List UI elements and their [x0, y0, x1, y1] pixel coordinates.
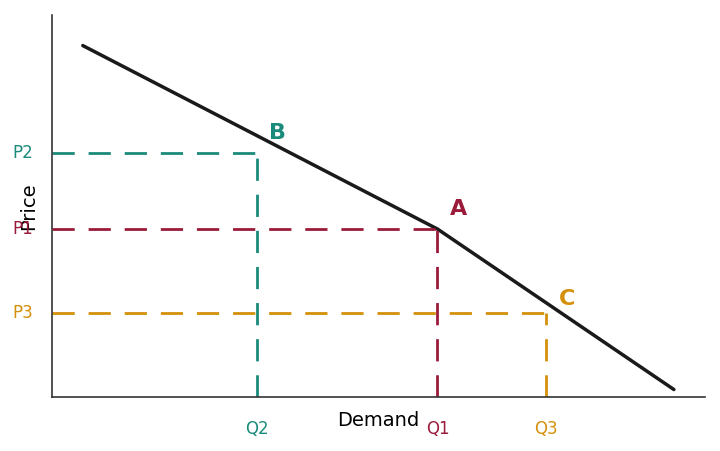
Y-axis label: Price: Price [19, 182, 38, 230]
Text: B: B [269, 123, 287, 143]
Text: P2: P2 [12, 143, 33, 161]
X-axis label: Demand: Demand [337, 411, 420, 430]
Text: P3: P3 [12, 304, 33, 322]
Text: P1: P1 [12, 220, 33, 238]
Text: C: C [559, 289, 575, 309]
Text: Q2: Q2 [246, 420, 269, 438]
Text: Q1: Q1 [426, 420, 449, 438]
Text: Q3: Q3 [534, 420, 558, 438]
Text: A: A [450, 199, 467, 220]
